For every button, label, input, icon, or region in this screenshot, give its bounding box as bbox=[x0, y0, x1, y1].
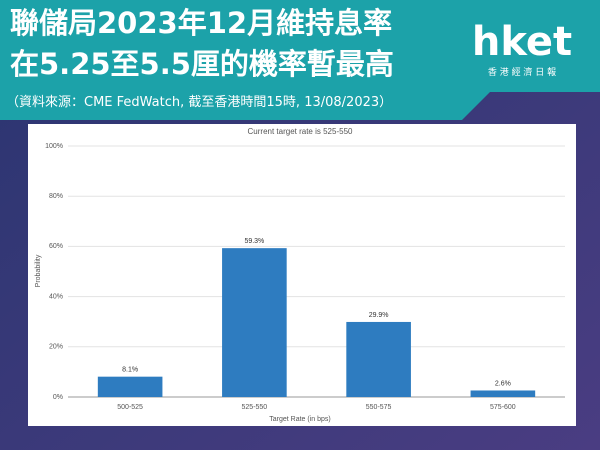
y-axis-label: Probability bbox=[35, 254, 42, 287]
bar bbox=[470, 390, 536, 397]
y-tick-label: 20% bbox=[49, 344, 63, 351]
y-tick-label: 80% bbox=[49, 193, 63, 200]
header-banner bbox=[0, 0, 600, 120]
value-label: 29.9% bbox=[369, 312, 389, 319]
chart-panel bbox=[28, 124, 576, 426]
chart: Current target rate is 525-550 Target Ra… bbox=[35, 127, 565, 423]
x-axis-label: Target Rate (in bps) bbox=[269, 416, 330, 423]
y-tick-label: 40% bbox=[49, 293, 63, 300]
y-tick-label: 100% bbox=[45, 143, 63, 150]
y-tick-label: 60% bbox=[49, 243, 63, 250]
x-tick-label: 525-550 bbox=[242, 404, 268, 411]
bar bbox=[222, 248, 287, 397]
value-label: 2.6% bbox=[495, 380, 511, 387]
value-label: 59.3% bbox=[244, 238, 264, 245]
title-line: 聯儲局2023年12月維持息率 bbox=[10, 6, 392, 40]
y-tick-label: 0% bbox=[53, 394, 63, 401]
title-line: 在5.25至5.5厘的機率暫最高 bbox=[10, 47, 394, 81]
value-label: 8.1% bbox=[122, 367, 138, 374]
logo-subtitle: 香 港 經 濟 日 報 bbox=[488, 66, 556, 78]
logo: hket bbox=[472, 19, 572, 65]
bar bbox=[346, 321, 411, 397]
bar bbox=[97, 376, 163, 397]
x-tick-label: 550-575 bbox=[366, 404, 392, 411]
source: （資料來源：CME FedWatch, 截至香港時間15時, 13/08/202… bbox=[6, 95, 392, 110]
x-tick-label: 500-525 bbox=[117, 404, 143, 411]
chart-title: Current target rate is 525-550 bbox=[248, 127, 353, 136]
x-tick-label: 575-600 bbox=[490, 404, 516, 411]
